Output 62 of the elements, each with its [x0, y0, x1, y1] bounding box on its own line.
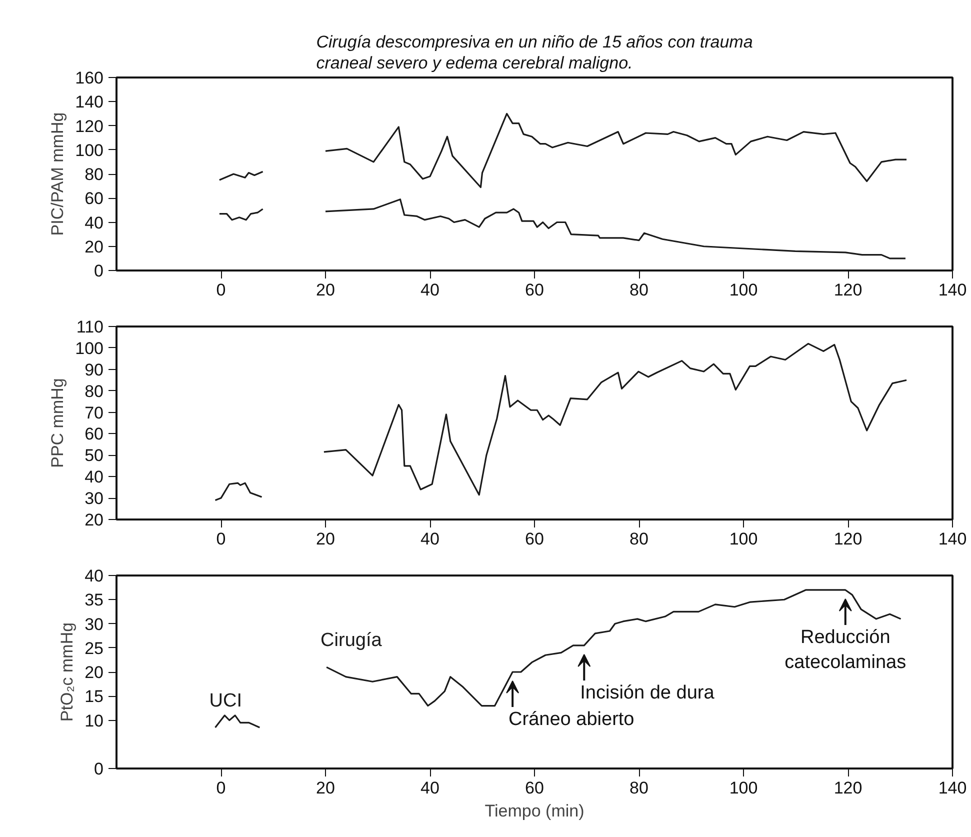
x-tick-label: 140	[938, 280, 967, 300]
chart-title: Cirugía descompresiva en un niño de 15 años con trauma craneal severo y edema cerebral maligno.	[316, 32, 753, 72]
y-tick-label: 10	[84, 711, 104, 730]
x-tick-label: 80	[630, 530, 648, 548]
y-tick-label: 60	[84, 189, 104, 208]
x-tick-label: 20	[316, 530, 335, 548]
y-tick-label: 100	[75, 338, 104, 358]
y-axis-title: PPC mmHg	[48, 378, 68, 468]
y-tick-label: 160	[75, 68, 104, 88]
annotation: Incisión de dura	[580, 682, 715, 704]
y-tick-label: 100	[75, 140, 104, 160]
x-tick-label: 80	[630, 280, 648, 300]
annotation: Cráneo abierto	[508, 709, 634, 730]
x-axis-title: Tiempo (min)	[484, 802, 584, 820]
y-tick-label: 60	[84, 424, 104, 444]
x-tick-label: 120	[834, 280, 862, 300]
x-tick-label: 20	[316, 280, 335, 300]
y-tick-label: 40	[84, 566, 104, 586]
y-tick-label: 90	[84, 360, 104, 380]
x-tick-label: 60	[525, 280, 544, 300]
y-tick-label: 0	[94, 760, 104, 778]
x-tick-label: 60	[525, 778, 544, 798]
y-tick-label: 20	[84, 663, 104, 682]
x-tick-label: 60	[525, 530, 544, 548]
series-label: UCI	[209, 690, 242, 712]
x-tick-label: 120	[834, 530, 862, 548]
y-tick-label: 50	[84, 446, 104, 466]
y-tick-label: 20	[84, 237, 104, 256]
y-tick-label: 80	[84, 165, 104, 184]
y-axis-title: PtO₂c mmHg	[58, 622, 77, 722]
y-tick-label: 0	[94, 262, 104, 280]
annotation: Reducción catecolaminas	[784, 626, 906, 674]
y-tick-label: 110	[76, 318, 104, 336]
y-tick-label: 20	[84, 510, 104, 530]
x-tick-label: 140	[938, 530, 967, 548]
y-tick-label: 140	[75, 92, 104, 112]
y-tick-label: 35	[84, 590, 104, 610]
y-tick-label: 40	[84, 468, 104, 487]
x-tick-label: 100	[729, 280, 758, 300]
x-tick-label: 80	[630, 778, 648, 798]
line-series	[214, 714, 260, 728]
x-tick-label: 20	[316, 778, 335, 798]
y-tick-label: 40	[84, 213, 104, 232]
y-tick-label: 25	[84, 638, 104, 658]
x-tick-label: 0	[216, 530, 226, 548]
series-label: Cirugía	[320, 630, 382, 652]
y-tick-label: 30	[84, 489, 104, 508]
x-tick-label: 40	[420, 778, 440, 798]
x-tick-label: 140	[938, 778, 967, 798]
y-tick-label: 120	[75, 116, 104, 136]
y-tick-label: 30	[84, 614, 104, 634]
y-axis-title: PIC/PAM mmHg	[48, 112, 68, 236]
x-tick-label: 100	[729, 778, 758, 798]
y-tick-label: 70	[84, 403, 104, 422]
x-tick-label: 0	[216, 778, 226, 798]
y-tick-label: 80	[84, 382, 104, 401]
y-tick-label: 15	[84, 687, 104, 706]
x-tick-label: 120	[834, 778, 862, 798]
x-tick-label: 0	[216, 280, 226, 300]
x-tick-label: 40	[420, 530, 440, 548]
x-tick-label: 40	[420, 280, 440, 300]
x-tick-label: 100	[729, 530, 758, 548]
